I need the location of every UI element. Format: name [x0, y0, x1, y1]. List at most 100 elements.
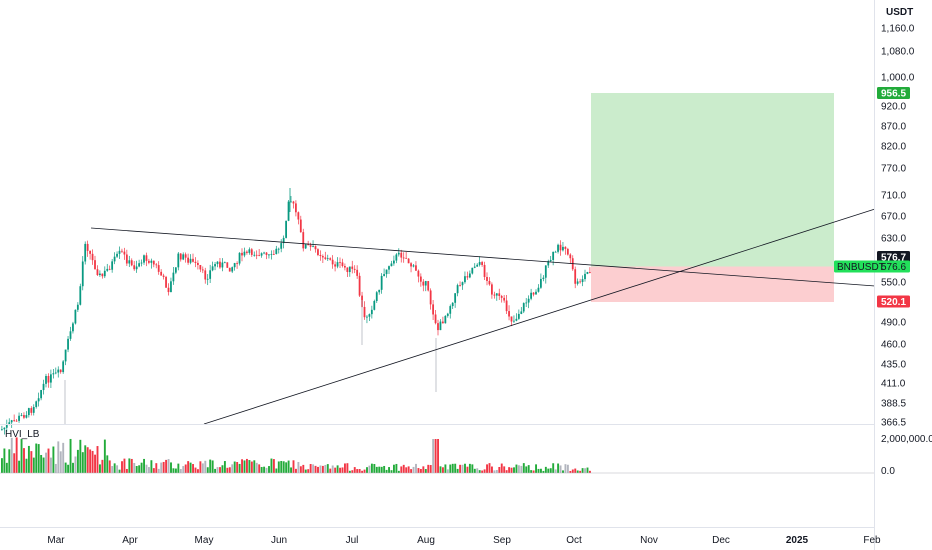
candle-body	[562, 246, 564, 251]
price-tick-label: 550.0	[881, 278, 906, 289]
candle-body	[182, 254, 185, 260]
volume-bar	[272, 459, 275, 473]
candle-body	[326, 258, 329, 260]
candle-body	[194, 261, 197, 263]
volume-bar	[449, 464, 452, 473]
volume-bar	[544, 466, 547, 473]
volume-bar	[54, 463, 57, 473]
candle-body	[378, 289, 381, 293]
volume-bar	[554, 469, 557, 473]
candle-body	[50, 374, 52, 383]
volume-bar	[52, 446, 55, 473]
candle-body	[216, 261, 219, 265]
volume-bar	[94, 454, 96, 473]
time-axis[interactable]: Mar Apr May Jun Jul Aug Sep Oct Nov Dec 2025 Feb	[47, 535, 881, 546]
candle-body	[466, 276, 469, 278]
candle-body	[517, 313, 520, 319]
volume-bar	[439, 466, 442, 473]
volume-bar	[299, 466, 302, 473]
profit-zone[interactable]	[591, 93, 834, 267]
volume-bar	[118, 469, 121, 473]
volume-bar	[419, 468, 422, 473]
volume-bar	[69, 438, 72, 473]
volume-bar	[214, 468, 217, 473]
target-price-label: 956.5	[881, 89, 906, 100]
candle-body	[385, 269, 388, 275]
volume-bar	[91, 450, 94, 473]
price-tick-label: 411.0	[881, 379, 906, 390]
ascending-trend-line[interactable]	[203, 208, 876, 425]
candle-body	[500, 295, 503, 298]
candle-body	[344, 265, 346, 268]
volume-bar	[145, 464, 148, 473]
volume-bar	[427, 464, 430, 473]
volume-bar	[89, 449, 92, 473]
volume-bar	[451, 463, 454, 473]
candle-body	[314, 246, 317, 250]
candle-body	[559, 244, 562, 251]
current-price-tag[interactable]: BNBUSDT 576.6	[834, 260, 910, 274]
candle-body	[148, 260, 150, 263]
volume-bar	[407, 466, 410, 473]
volume-bar	[525, 466, 528, 473]
volume-bar	[446, 469, 449, 473]
volume-bar	[542, 470, 545, 473]
volume-bar	[135, 465, 138, 473]
volume-bar	[20, 439, 23, 473]
candle-body	[103, 270, 106, 277]
volume-bar	[383, 465, 386, 473]
loss-zone[interactable]	[591, 266, 834, 303]
price-tick-label: 710.0	[881, 191, 906, 202]
volume-indicator-label[interactable]: HVI_LB	[5, 429, 40, 440]
candle-body	[128, 260, 131, 264]
candle-body	[304, 244, 307, 249]
candle-body	[407, 258, 410, 264]
volume-bar	[62, 442, 65, 473]
candle-body	[258, 255, 261, 256]
volume-bar	[206, 467, 209, 473]
volume-bar	[5, 462, 8, 473]
volume-bar	[236, 462, 239, 473]
volume-bar	[405, 467, 408, 473]
candle-body	[116, 253, 118, 257]
volume-bar	[513, 467, 515, 473]
volume-bar	[172, 468, 175, 473]
volume-bar	[297, 461, 300, 473]
candle-body	[584, 273, 586, 280]
candle-body	[515, 318, 518, 321]
candle-body	[339, 262, 341, 263]
candle-body	[8, 422, 11, 425]
candle-body	[54, 372, 57, 374]
volume-bar	[537, 468, 540, 473]
volume-bar	[363, 469, 366, 473]
volume-bar	[42, 457, 45, 473]
candle-body	[18, 415, 20, 421]
candle-body	[138, 263, 140, 267]
volume-bar	[503, 466, 506, 473]
price-axis[interactable]: USDT 1,160.0 1,080.0 1,000.0 920.0 870.0 820.…	[881, 7, 932, 477]
candle-body	[373, 300, 376, 310]
candle-body	[564, 246, 567, 249]
candle-body	[5, 424, 8, 428]
last-high-tag[interactable]: 576.7	[877, 251, 910, 264]
candle-body	[184, 254, 187, 258]
volume-bar	[35, 443, 38, 473]
candle-body	[3, 427, 6, 430]
volume-bar	[125, 468, 128, 473]
stop-price-tag[interactable]: 520.1	[877, 295, 910, 309]
volume-bar	[321, 465, 324, 473]
descending-trend-line[interactable]	[90, 227, 876, 287]
volume-tick-label: 2,000,000.0	[881, 434, 932, 445]
volume-bar	[143, 458, 145, 473]
candle-body	[309, 245, 312, 247]
target-price-tag[interactable]: 956.5	[877, 87, 910, 100]
candle-body	[522, 303, 525, 312]
volume-bar	[250, 461, 253, 473]
candle-body	[422, 281, 425, 286]
candle-body	[221, 262, 224, 268]
volume-bar	[162, 461, 165, 473]
candle-body	[324, 257, 327, 259]
candle-body	[375, 292, 378, 301]
volume-bar	[522, 463, 525, 473]
